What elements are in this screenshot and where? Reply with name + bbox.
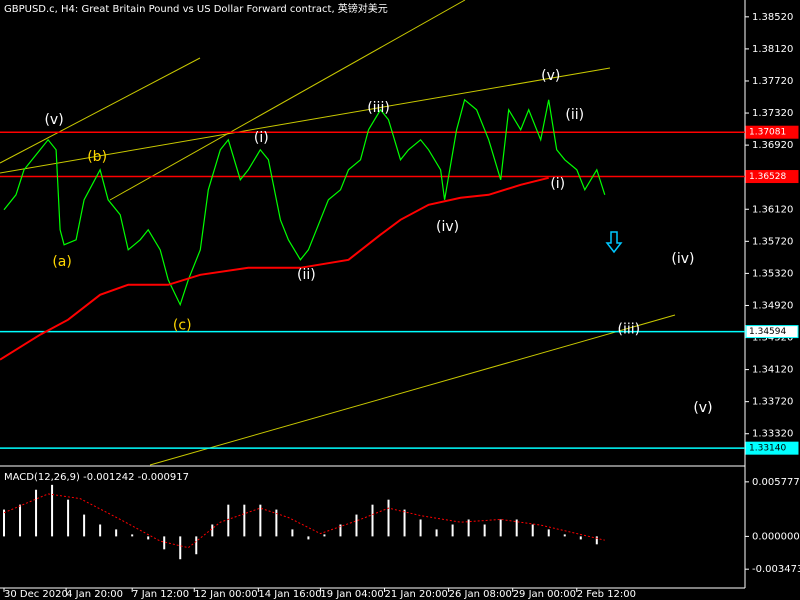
macd-bar: [195, 536, 198, 555]
macd-bar: [403, 509, 406, 537]
macd-bar: [227, 504, 230, 537]
macd-bar: [291, 529, 294, 537]
x-tick-label: 14 Jan 16:00: [258, 589, 321, 600]
macd-bar: [355, 514, 358, 537]
macd-bar: [19, 504, 22, 537]
wave-label: (v): [693, 400, 712, 416]
macd-title: MACD(12,26,9) -0.001242 -0.000917: [4, 472, 189, 483]
macd-bar: [83, 514, 86, 537]
wave-label: (iv): [671, 251, 694, 267]
macd-bar: [115, 529, 118, 537]
wave-label: (v): [44, 112, 63, 128]
macd-bar: [131, 534, 134, 537]
price-level-tag: [745, 125, 799, 139]
trendlines: [0, 0, 676, 466]
y-tick-label: 1.34920: [752, 300, 793, 311]
price-level-label: 1.33140: [749, 444, 786, 454]
y-tick-label: 1.37320: [752, 108, 793, 119]
y-tick-label: -0.003473: [752, 564, 800, 575]
x-tick-label: 7 Jan 12:00: [132, 589, 189, 600]
wave-label: (ii): [297, 267, 316, 283]
price-level-label: 1.36528: [749, 172, 786, 182]
wave-label: (v): [541, 68, 560, 84]
y-tick-label: 1.38520: [752, 12, 793, 23]
macd-bar: [243, 504, 246, 537]
x-tick-label: 19 Jan 04:00: [320, 589, 383, 600]
y-tick-label: 1.38120: [752, 44, 793, 55]
x-tick-label: 29 Jan 00:00: [513, 589, 576, 600]
x-tick-label: 30 Dec 2020: [4, 589, 68, 600]
macd-bar: [67, 499, 70, 537]
trendline: [149, 314, 676, 466]
chart-title: GBPUSD.c, H4: Great Britain Pound vs US …: [4, 2, 388, 15]
macd-bar: [323, 534, 326, 537]
macd-bar: [51, 484, 54, 537]
macd-bar: [595, 536, 598, 545]
macd-bar: [451, 524, 454, 537]
moving-average: [0, 176, 549, 361]
x-tick-label: 12 Jan 00:00: [194, 589, 257, 600]
y-tick-label: 1.36120: [752, 204, 793, 215]
macd-bar: [531, 524, 534, 537]
x-tick-label: 21 Jan 20:00: [385, 589, 448, 600]
y-tick-label: 1.36920: [752, 140, 793, 151]
wave-label: (a): [52, 254, 72, 270]
macd-bar: [179, 536, 182, 560]
price-level-label: 1.37081: [749, 128, 786, 138]
wave-label: (iv): [436, 219, 459, 235]
macd-bar: [371, 504, 374, 537]
wave-label: (i): [550, 176, 565, 192]
macd-bar: [35, 489, 38, 537]
wave-label: (i): [254, 130, 269, 146]
macd-bar: [99, 524, 102, 537]
macd-bar: [3, 509, 6, 537]
macd-bar: [307, 536, 310, 540]
wave-label: (iii): [367, 100, 390, 116]
price-line: [3, 98, 606, 307]
macd-bar: [163, 536, 166, 550]
macd-bar: [563, 534, 566, 537]
trendline: [109, 0, 466, 201]
wave-label: (b): [87, 149, 107, 165]
macd-bar: [547, 529, 550, 537]
signal-line: [3, 493, 605, 549]
y-tick-label: 1.33320: [752, 429, 793, 440]
price-level-tag: [745, 441, 799, 455]
macd-bar: [499, 519, 502, 537]
macd-bar: [467, 519, 470, 537]
y-tick-label: 1.35320: [752, 268, 793, 279]
x-tick-label: 26 Jan 08:00: [449, 589, 512, 600]
macd-bar: [259, 504, 262, 537]
y-tick-label: 0.000000: [752, 531, 800, 542]
macd-bar: [483, 524, 486, 537]
y-tick-label: 0.005777: [752, 477, 800, 488]
wave-label: (iii): [618, 322, 641, 338]
macd-bar: [339, 524, 342, 537]
y-tick-label: 1.37720: [752, 76, 793, 87]
x-tick-label: 2 Feb 12:00: [577, 589, 636, 600]
price-level-tag: [745, 170, 799, 184]
down-arrow: [605, 231, 623, 254]
y-tick-label: 1.33720: [752, 397, 793, 408]
macd-bar: [515, 519, 518, 537]
macd-bar: [419, 519, 422, 537]
wave-label: (ii): [565, 107, 584, 123]
price-level-label: 1.34594: [749, 327, 786, 337]
macd-bar: [147, 536, 150, 540]
price-level-tag: [745, 325, 799, 339]
trendline: [0, 57, 201, 164]
x-tick-label: 4 Jan 20:00: [66, 589, 123, 600]
trendline: [0, 67, 611, 174]
macd-bar: [435, 529, 438, 537]
macd-bar: [275, 509, 278, 537]
macd-bar: [579, 536, 582, 540]
macd-bar: [211, 524, 214, 537]
y-tick-label: 1.35720: [752, 236, 793, 247]
macd-bar: [387, 499, 390, 537]
y-tick-label: 1.34120: [752, 365, 793, 376]
wave-label: (c): [173, 318, 192, 334]
